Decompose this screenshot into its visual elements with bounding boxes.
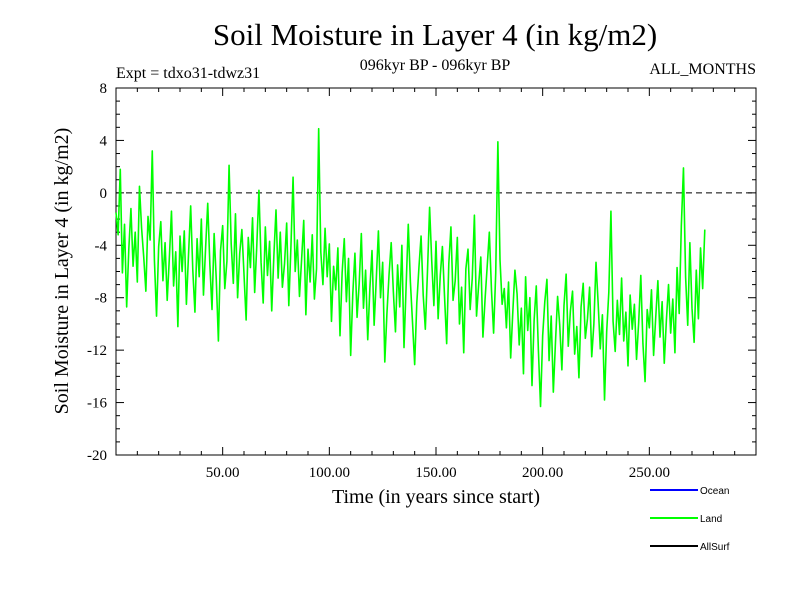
legend-label-land: Land bbox=[700, 514, 722, 525]
chart-title: Soil Moisture in Layer 4 (in kg/m2) bbox=[213, 17, 657, 52]
x-tick-label: 250.00 bbox=[629, 465, 670, 481]
y-tick-label: 0 bbox=[100, 186, 108, 202]
legend: Ocean Land AllSurf bbox=[650, 486, 730, 553]
x-axis-label: Time (in years since start) bbox=[332, 486, 540, 508]
y-tick-label: -20 bbox=[87, 448, 107, 464]
y-tick-label: 4 bbox=[100, 133, 108, 149]
minor-ticks bbox=[116, 88, 756, 455]
y-axis: -20 -16 -12 -8 -4 0 4 8 bbox=[87, 81, 756, 464]
x-tick-label: 50.00 bbox=[206, 465, 240, 481]
expt-label: Expt = tdxo31-tdwz31 bbox=[116, 65, 260, 82]
y-tick-label: 8 bbox=[100, 81, 108, 97]
period-subtitle: 096kyr BP - 096kyr BP bbox=[360, 57, 511, 74]
y-tick-label: -8 bbox=[95, 291, 108, 307]
y-tick-label: -16 bbox=[87, 396, 107, 412]
x-tick-label: 100.00 bbox=[309, 465, 350, 481]
legend-label-allsurf: AllSurf bbox=[700, 542, 730, 553]
months-label: ALL_MONTHS bbox=[649, 61, 756, 78]
x-tick-label: 150.00 bbox=[415, 465, 456, 481]
legend-label-ocean: Ocean bbox=[700, 486, 729, 497]
y-tick-label: -4 bbox=[95, 238, 108, 254]
y-axis-label: Soil Moisture in Layer 4 (in kg/m2) bbox=[51, 128, 73, 415]
plot-frame bbox=[115, 87, 757, 456]
x-tick-label: 200.00 bbox=[522, 465, 563, 481]
series-line-land bbox=[115, 127, 706, 408]
y-tick-label: -12 bbox=[87, 343, 107, 359]
x-axis: 50.00 100.00 150.00 200.00 250.00 bbox=[206, 88, 670, 481]
